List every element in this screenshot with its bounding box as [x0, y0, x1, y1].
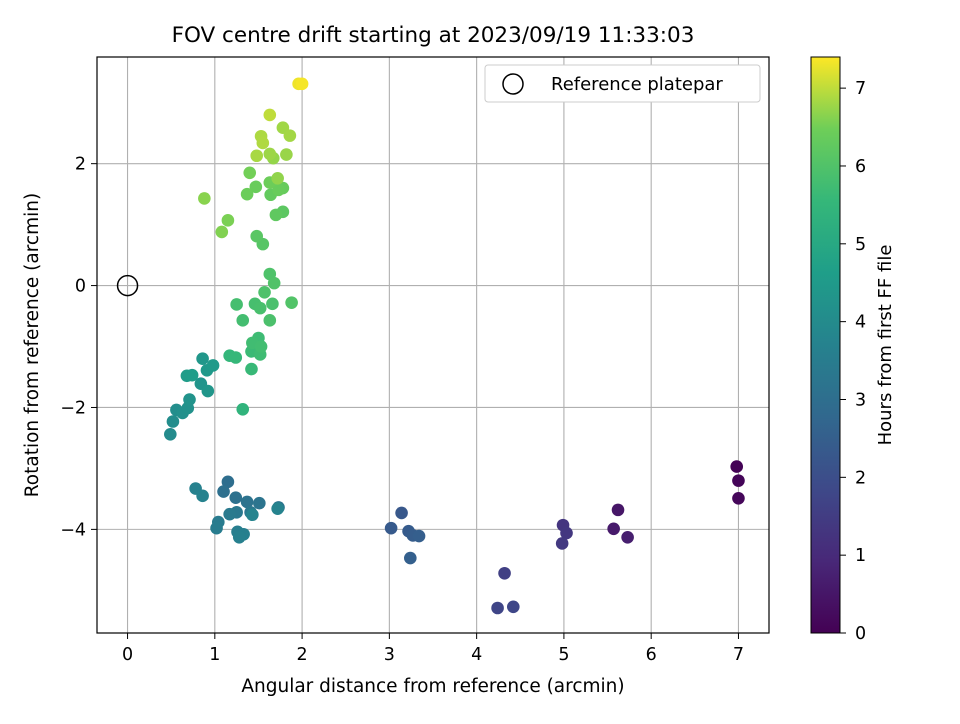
colorbar [810, 56, 841, 634]
y-axis-label: Rotation from reference (arcmin) [22, 193, 43, 497]
data-point [732, 491, 745, 505]
data-point [196, 489, 209, 503]
data-point [283, 129, 297, 142]
x-tick-label: 5 [558, 645, 569, 665]
data-point [258, 285, 271, 299]
data-point [498, 566, 511, 580]
chart-title: FOV centre drift starting at 2023/09/19 … [172, 23, 695, 48]
data-point [412, 529, 426, 543]
data-point [560, 526, 573, 540]
data-point [404, 551, 417, 565]
x-axis-label: Angular distance from reference (arcmin) [241, 676, 624, 697]
data-point [230, 298, 243, 311]
x-tick-label: 4 [471, 645, 482, 665]
grid [97, 57, 769, 633]
data-point [185, 368, 199, 382]
data-point [246, 508, 259, 522]
data-point [732, 474, 745, 487]
data-point [253, 301, 267, 315]
y-tick-label: 0 [75, 277, 86, 297]
colorbar-tick-label: 3 [855, 390, 866, 410]
data-point [295, 77, 309, 91]
data-point [253, 496, 266, 510]
data-point [384, 521, 398, 535]
data-point [243, 166, 257, 180]
x-tick-label: 0 [122, 645, 133, 665]
data-point [196, 352, 209, 366]
data-point [730, 460, 744, 473]
data-point [280, 148, 293, 161]
plot-frame [96, 56, 770, 634]
legend-marker-icon [502, 73, 524, 95]
data-point [240, 495, 254, 509]
x-axis: 0 1 2 3 4 5 6 7 [122, 633, 744, 665]
data-point [215, 225, 229, 239]
data-point [221, 475, 235, 489]
data-point [607, 522, 620, 536]
data-point [198, 192, 211, 205]
colorbar-tick-label: 4 [855, 313, 866, 333]
data-point [210, 521, 223, 535]
data-point [491, 601, 504, 615]
colorbar-tick-label: 0 [855, 624, 866, 644]
colorbar-tick-label: 7 [855, 79, 866, 99]
colorbar-tick-label: 6 [855, 157, 866, 177]
data-point [206, 359, 220, 372]
data-point [506, 600, 520, 614]
data-point [267, 276, 281, 290]
y-tick-label: 2 [75, 155, 86, 175]
data-point [621, 531, 634, 544]
legend-box [484, 64, 761, 103]
data-point [266, 297, 279, 311]
data-point [272, 183, 285, 197]
x-tick-label: 3 [384, 645, 395, 665]
y-tick-label: −4 [60, 520, 86, 540]
data-point [236, 403, 250, 416]
data-point [166, 415, 180, 428]
data-point [236, 314, 250, 327]
data-point [271, 171, 284, 185]
legend-label: Reference platepar [551, 74, 723, 95]
reference-platepar-marker [116, 274, 139, 297]
data-point [611, 503, 625, 517]
x-tick-label: 1 [209, 645, 220, 665]
data-point [229, 491, 243, 504]
data-point [201, 384, 215, 398]
data-point [183, 393, 196, 406]
colorbar-tick-label: 2 [855, 468, 866, 488]
data-point [250, 229, 264, 243]
data-point [256, 136, 270, 150]
data-point [240, 187, 254, 201]
data-point [555, 537, 569, 550]
colorbar-tick-label: 1 [855, 546, 866, 566]
x-tick-label: 6 [646, 645, 657, 665]
data-point [223, 507, 236, 521]
data-point [254, 340, 268, 353]
data-point [245, 362, 258, 376]
y-tick-label: −2 [60, 398, 86, 418]
data-point [285, 296, 298, 309]
y-axis: −4 −2 0 2 [60, 155, 97, 540]
data-point [271, 502, 284, 515]
data-point [263, 108, 277, 122]
x-tick-label: 2 [297, 645, 308, 665]
colorbar-label: Hours from first FF file [875, 245, 896, 446]
data-point [217, 485, 230, 498]
legend: Reference platepar [484, 64, 761, 103]
data-point [232, 531, 246, 544]
data-point [221, 214, 235, 227]
colorbar-tick-label: 5 [855, 235, 866, 255]
data-point [263, 314, 277, 327]
data-point [269, 208, 283, 222]
data-point [263, 147, 277, 161]
x-tick-label: 7 [733, 645, 744, 665]
data-points [164, 77, 745, 615]
data-point [229, 351, 243, 364]
data-point [250, 149, 264, 163]
data-point [395, 506, 408, 520]
colorbar-ticks: 0 1 2 3 4 5 6 7 [840, 79, 866, 644]
data-point [164, 427, 177, 441]
data-point [249, 180, 263, 194]
